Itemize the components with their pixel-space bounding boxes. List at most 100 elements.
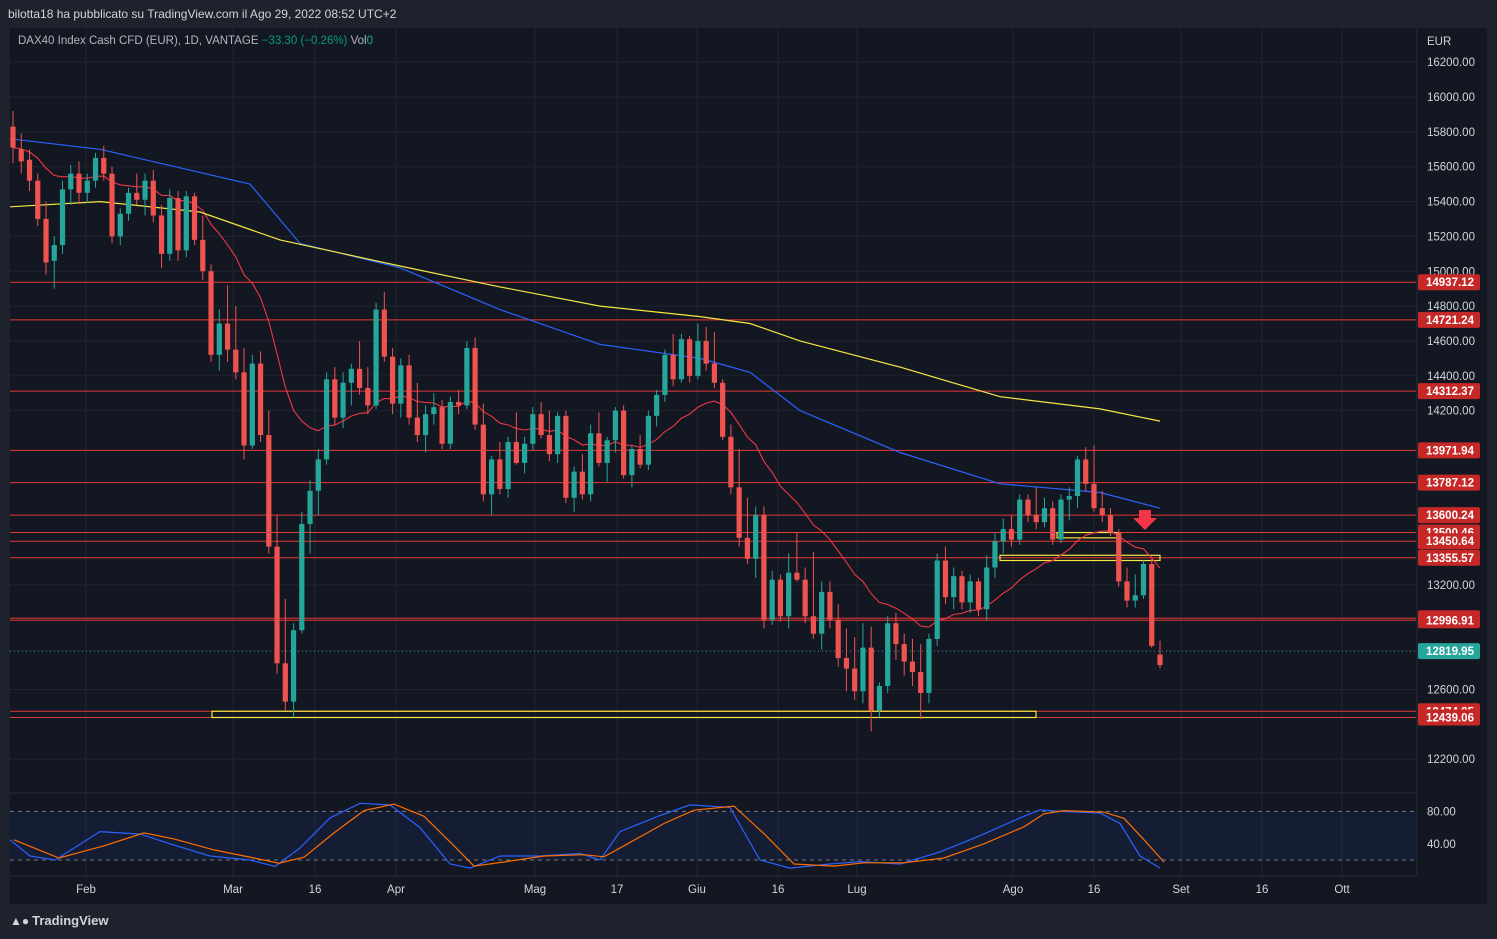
candle-body [117,213,123,237]
candle-body [951,576,957,598]
candle-body [736,487,742,538]
candle-body [959,576,965,603]
candle-body [901,644,907,662]
candle-body [266,435,272,547]
last-price-label: 12819.95 [1426,646,1475,658]
time-tick: 16 [1256,884,1269,896]
candle-body [588,433,594,495]
candle-body [76,173,82,193]
time-tick: Mag [524,884,546,896]
candle-body [522,443,528,463]
candle-body [307,490,313,524]
candle-body [1025,499,1031,516]
candle-body [720,382,726,437]
stoch-k-line [9,802,1161,869]
candle-body [563,415,569,498]
candle-body [835,619,841,659]
candle-body [909,661,916,673]
candle-body [827,591,833,620]
candle-body [365,387,371,406]
candle-body [1074,459,1081,497]
candle-body [1140,563,1147,596]
price-tick: 14600.00 [1427,336,1475,348]
candle-body [241,372,247,446]
candle-body [654,394,660,416]
tradingview-logo[interactable]: ▲● TradingView [10,913,108,928]
candle-body [340,382,346,418]
price-level-label: 12439.06 [1426,712,1474,724]
time-tick: Set [1172,884,1190,896]
candle-body [885,623,891,686]
candle-body [621,410,627,476]
price-level-tag [1418,474,1480,491]
candle-body [497,459,503,490]
candle-body [678,339,684,380]
candle-body [1116,532,1122,582]
candle-body [183,196,189,251]
price-level-tag [1418,442,1480,459]
candle-body [447,401,453,444]
candle-body [43,218,49,263]
candle-body [315,459,321,491]
grid [10,28,1416,876]
candle-body [538,414,544,436]
candle-body [381,309,387,357]
price-tick: 14400.00 [1427,371,1475,383]
price-tick: 15600.00 [1427,162,1475,174]
time-tick: Mar [223,884,243,896]
candle-body [637,448,643,465]
candle-body [744,537,751,559]
moving-averages [9,138,1161,628]
candle-body [505,442,511,490]
candle-body [101,157,107,174]
candle-body [926,638,932,693]
stoch-tick: 40.00 [1427,839,1456,851]
time-tick: Ott [1334,884,1350,896]
candle-body [1091,483,1097,509]
time-tick: Feb [76,884,96,896]
ma200-line [9,200,1161,422]
candle-body [513,442,519,463]
candle-body [1008,529,1015,540]
candle-body [662,354,668,395]
stoch-tick: 80.00 [1427,806,1456,818]
candle-body [299,523,305,631]
candle-body [876,685,883,711]
candle-body [59,189,66,246]
candle-body [109,173,115,237]
candle-body [167,198,173,254]
chart-frame[interactable] [10,28,1487,904]
candle-body [1058,499,1064,540]
down-arrow-icon [1133,510,1157,530]
candle-body [455,401,462,406]
price-tick: 15800.00 [1427,127,1475,139]
candle-body [200,239,206,272]
price-tick: 14200.00 [1427,406,1475,418]
ema20-line [12,146,1161,628]
candle-body [249,363,255,446]
volume-label: Vol [350,35,367,47]
candle-body [1157,654,1163,666]
candle-body [422,414,429,436]
candle-body [480,424,486,495]
candle-body [282,663,288,702]
candle-body [703,340,709,364]
chart-legend: DAX40 Index Cash CFD (EUR), 1D, VANTAGE … [18,35,373,47]
candle-body [975,581,982,610]
candle-body [555,415,561,455]
candle-body [356,368,363,388]
price-tick: 12600.00 [1427,684,1475,696]
candle-body [769,579,775,620]
candle-body [612,410,618,441]
candle-body [942,560,949,598]
candle-body [1099,508,1105,516]
candle-body [1083,459,1089,484]
candle-body [84,180,90,193]
last-price-tag [1418,643,1480,660]
candle-body [35,180,41,219]
candle-body [868,647,874,711]
candle-body [472,347,478,425]
candle-body [68,173,74,190]
price-level-label: 14721.24 [1426,315,1475,327]
